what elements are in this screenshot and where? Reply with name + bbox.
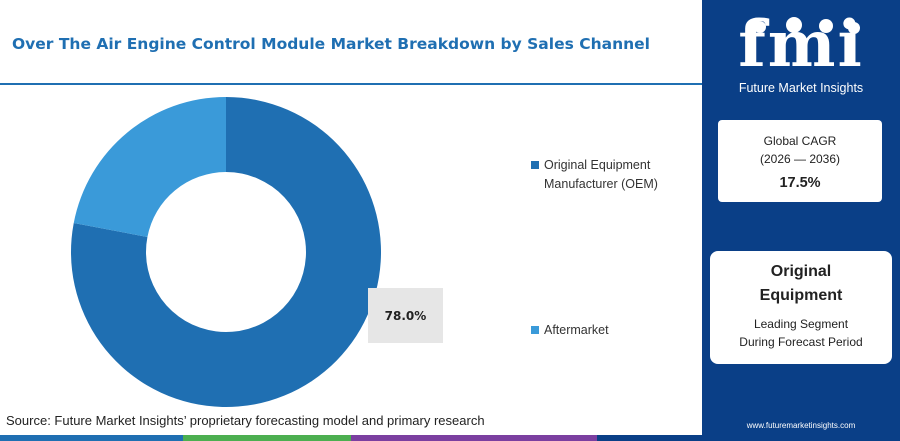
bottom-bar-segment (0, 435, 183, 441)
segment-title-line1: Original (770, 263, 832, 280)
legend-label-oem: Original Equipment Manufacturer (OEM) (544, 158, 658, 191)
legend-swatch-oem (531, 161, 539, 169)
segment-desc-line1: Leading Segment (753, 317, 849, 331)
cagr-label: Global CAGR (2026 — 2036) (718, 132, 882, 168)
legend-item-aftermarket: Aftermarket (531, 321, 609, 340)
segment-description: Leading Segment During Forecast Period (710, 315, 892, 351)
cagr-label-line2: (2026 — 2036) (759, 152, 841, 166)
logo-subtitle: Future Market Insights (738, 81, 864, 95)
legend-item-oem: Original Equipment Manufacturer (OEM) (531, 156, 658, 194)
data-label-oem: 78.0% (368, 288, 443, 343)
website-url: www.futuremarketinsights.com (746, 421, 856, 430)
segment-title: Original Equipment (710, 260, 892, 308)
title-divider (0, 83, 702, 85)
donut-slice-aftermarket (73, 97, 226, 238)
cagr-label-line1: Global CAGR (763, 134, 837, 148)
cagr-value: 17.5% (779, 175, 821, 191)
segment-title-line2: Equipment (759, 287, 843, 304)
fmi-logo: fmi (738, 7, 864, 82)
bottom-bar-segment (182, 435, 351, 441)
globe-dots-icon (754, 17, 860, 34)
chart-title: Over The Air Engine Control Module Marke… (12, 35, 650, 53)
donut-slice-oem (71, 97, 381, 407)
legend-label-aftermarket: Aftermarket (544, 323, 609, 337)
cagr-card: Global CAGR (2026 — 2036) 17.5% (718, 120, 882, 202)
bottom-color-bar (0, 435, 702, 441)
leading-segment-card: Original Equipment Leading Segment Durin… (710, 251, 892, 364)
segment-desc-line2: During Forecast Period (739, 335, 863, 349)
sidebar: fmi Future Market Insights Global CAGR (… (702, 0, 900, 441)
bottom-bar-segment (596, 435, 702, 441)
bottom-bar-segment (350, 435, 597, 441)
source-note: Source: Future Market Insights’ propriet… (6, 413, 485, 428)
chart-panel: Over The Air Engine Control Module Marke… (0, 35, 702, 441)
donut-chart (71, 97, 381, 407)
legend-swatch-aftermarket (531, 326, 539, 334)
